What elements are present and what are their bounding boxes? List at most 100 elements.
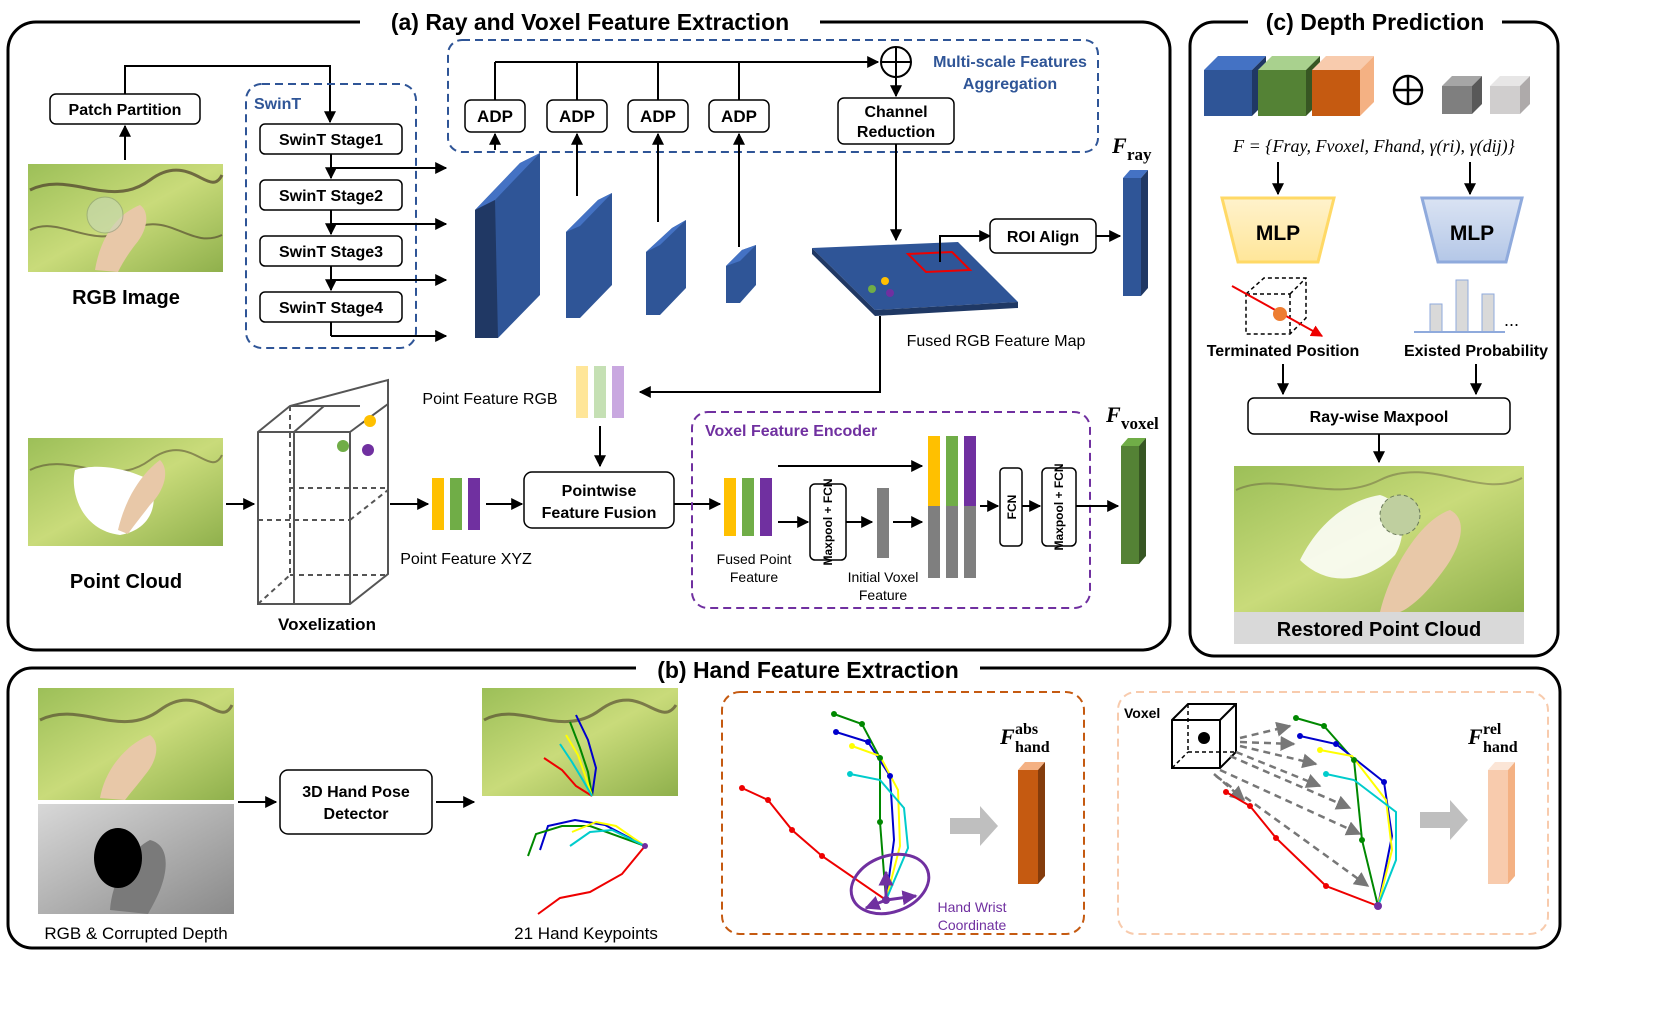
svg-text:hand: hand	[1015, 739, 1050, 756]
fcn-box: FCN	[999, 467, 1023, 547]
restored-label: Restored Point Cloud	[1277, 619, 1481, 641]
svg-text:ROI Align: ROI Align	[1007, 229, 1079, 246]
pointwise-fusion-box: Pointwise Feature Fusion	[523, 471, 675, 529]
feature-block-orange	[1312, 56, 1374, 116]
hand-pose-detector-box: 3D Hand Pose Detector	[279, 769, 433, 835]
voxel-encoder-title: Voxel Feature Encoder	[705, 423, 877, 440]
wrist-coord-label-1: Hand Wrist	[938, 899, 1007, 915]
rgb-depth-label: RGB & Corrupted Depth	[44, 924, 227, 943]
existed-probability-label: Existed Probability	[1404, 343, 1548, 360]
voxel-cube-icon	[1171, 703, 1237, 769]
fused-point-feature-label-2: Feature	[730, 569, 778, 585]
svg-text:F: F	[1467, 724, 1483, 749]
roi-align-box: ROI Align	[989, 218, 1097, 254]
panel-a: (a) Ray and Voxel Feature Extraction Pat…	[6, 8, 1172, 652]
svg-text:ray: ray	[1127, 145, 1152, 164]
terminated-position-icon	[1231, 277, 1324, 337]
voxel-grid	[257, 378, 389, 605]
hand-skeleton-abs	[739, 711, 931, 916]
panel-c: (c) Depth Prediction	[1188, 8, 1560, 658]
concat-feature-bars	[928, 436, 976, 578]
svg-text:Detector: Detector	[324, 806, 389, 823]
adp-box-4: ADP	[708, 99, 770, 133]
f-hand-abs-label: F abs hand	[999, 721, 1050, 756]
fused-map-label: Fused RGB Feature Map	[907, 333, 1086, 350]
mlp-right: MLP	[1420, 196, 1524, 264]
svg-text:FCN: FCN	[1005, 495, 1019, 520]
point-feature-rgb-bars	[576, 366, 624, 418]
plus-icon	[1392, 74, 1424, 106]
voxel-to-keypoint-arrows	[1213, 721, 1370, 888]
svg-text:Pointwise: Pointwise	[562, 483, 637, 500]
svg-text:voxel: voxel	[1121, 414, 1159, 433]
swint-stage-4: SwinT Stage4	[259, 291, 403, 323]
swint-stage-1: SwinT Stage1	[259, 123, 403, 155]
panel-b: (b) Hand Feature Extraction RGB & Corrup…	[6, 655, 1562, 950]
hand-abs-group	[721, 691, 1085, 935]
svg-text:hand: hand	[1483, 739, 1518, 756]
sum-operator-icon	[880, 46, 912, 78]
panel-b-title: (b) Hand Feature Extraction	[657, 657, 959, 683]
svg-text:F: F	[1111, 133, 1127, 158]
swint-group	[245, 83, 417, 349]
multiscale-label-2: Aggregation	[963, 76, 1057, 93]
channel-reduction-box: Channel Reduction	[837, 97, 955, 145]
corrupted-depth-image	[38, 804, 234, 914]
svg-text:Feature Fusion: Feature Fusion	[542, 505, 657, 522]
fused-point-feature-label-1: Fused Point	[717, 551, 792, 567]
svg-text:3D Hand Pose: 3D Hand Pose	[302, 784, 410, 801]
terminated-position-label: Terminated Position	[1207, 343, 1360, 360]
svg-text:...: ...	[1504, 310, 1519, 330]
svg-text:ADP: ADP	[640, 107, 676, 126]
arrow-right-icon-abs	[950, 806, 998, 846]
rgb-small-image	[38, 688, 234, 800]
adp-box-3: ADP	[627, 99, 689, 133]
point-feature-xyz-label: Point Feature XYZ	[400, 551, 532, 568]
svg-text:MLP: MLP	[1450, 222, 1494, 245]
swint-title: SwinT	[254, 96, 301, 113]
keypoints-image	[482, 688, 678, 797]
existed-probability-histogram: ...	[1414, 279, 1519, 333]
svg-text:F: F	[1105, 402, 1121, 427]
initial-voxel-feature-label-2: Feature	[859, 587, 907, 603]
adp-box-2: ADP	[546, 99, 608, 133]
svg-text:rel: rel	[1483, 721, 1502, 738]
initial-voxel-feature-bar	[877, 488, 889, 558]
svg-text:Ray-wise Maxpool: Ray-wise Maxpool	[1310, 409, 1449, 426]
feature-block-gray-dark	[1442, 76, 1482, 114]
restored-point-cloud-image	[1234, 466, 1524, 612]
keypoints-label: 21 Hand Keypoints	[514, 924, 658, 943]
restored-label-bg	[1234, 612, 1524, 644]
svg-text:SwinT Stage3: SwinT Stage3	[279, 244, 383, 261]
feature-block-green	[1258, 56, 1320, 116]
svg-text:SwinT Stage2: SwinT Stage2	[279, 188, 383, 205]
maxpool-fcn-box-2: Maxpool + FCN	[1041, 463, 1077, 551]
hand-skeleton-rel	[1223, 715, 1397, 910]
patch-partition-label: Patch Partition	[69, 102, 182, 119]
svg-text:SwinT Stage1: SwinT Stage1	[279, 132, 383, 149]
point-feature-xyz-bars	[432, 478, 480, 530]
fused-point-feature-bars	[724, 478, 772, 536]
voxel-encoder-group	[691, 411, 1091, 609]
swint-stage-2: SwinT Stage2	[259, 179, 403, 211]
voxelization-label: Voxelization	[278, 615, 376, 634]
point-cloud-image	[28, 438, 223, 546]
multiscale-label-1: Multi-scale Features	[933, 54, 1087, 71]
panel-a-title: (a) Ray and Voxel Feature Extraction	[391, 9, 789, 35]
f-voxel-label: F voxel	[1105, 402, 1159, 433]
f-hand-rel-label: F rel hand	[1467, 721, 1518, 756]
svg-text:Channel: Channel	[864, 104, 927, 121]
svg-text:Maxpool + FCN: Maxpool + FCN	[821, 478, 835, 565]
feature-map-4	[726, 245, 756, 303]
adp-box-1: ADP	[464, 99, 526, 133]
feature-block-blue	[1204, 56, 1266, 116]
svg-text:ADP: ADP	[721, 107, 757, 126]
feature-map-3	[646, 220, 686, 315]
feature-map-1	[475, 153, 540, 338]
rgb-image	[28, 164, 224, 272]
hand-rel-group	[1117, 691, 1549, 935]
svg-text:SwinT Stage4: SwinT Stage4	[279, 300, 383, 317]
multiscale-group	[447, 39, 1099, 153]
hand-skeleton-small	[527, 818, 648, 915]
